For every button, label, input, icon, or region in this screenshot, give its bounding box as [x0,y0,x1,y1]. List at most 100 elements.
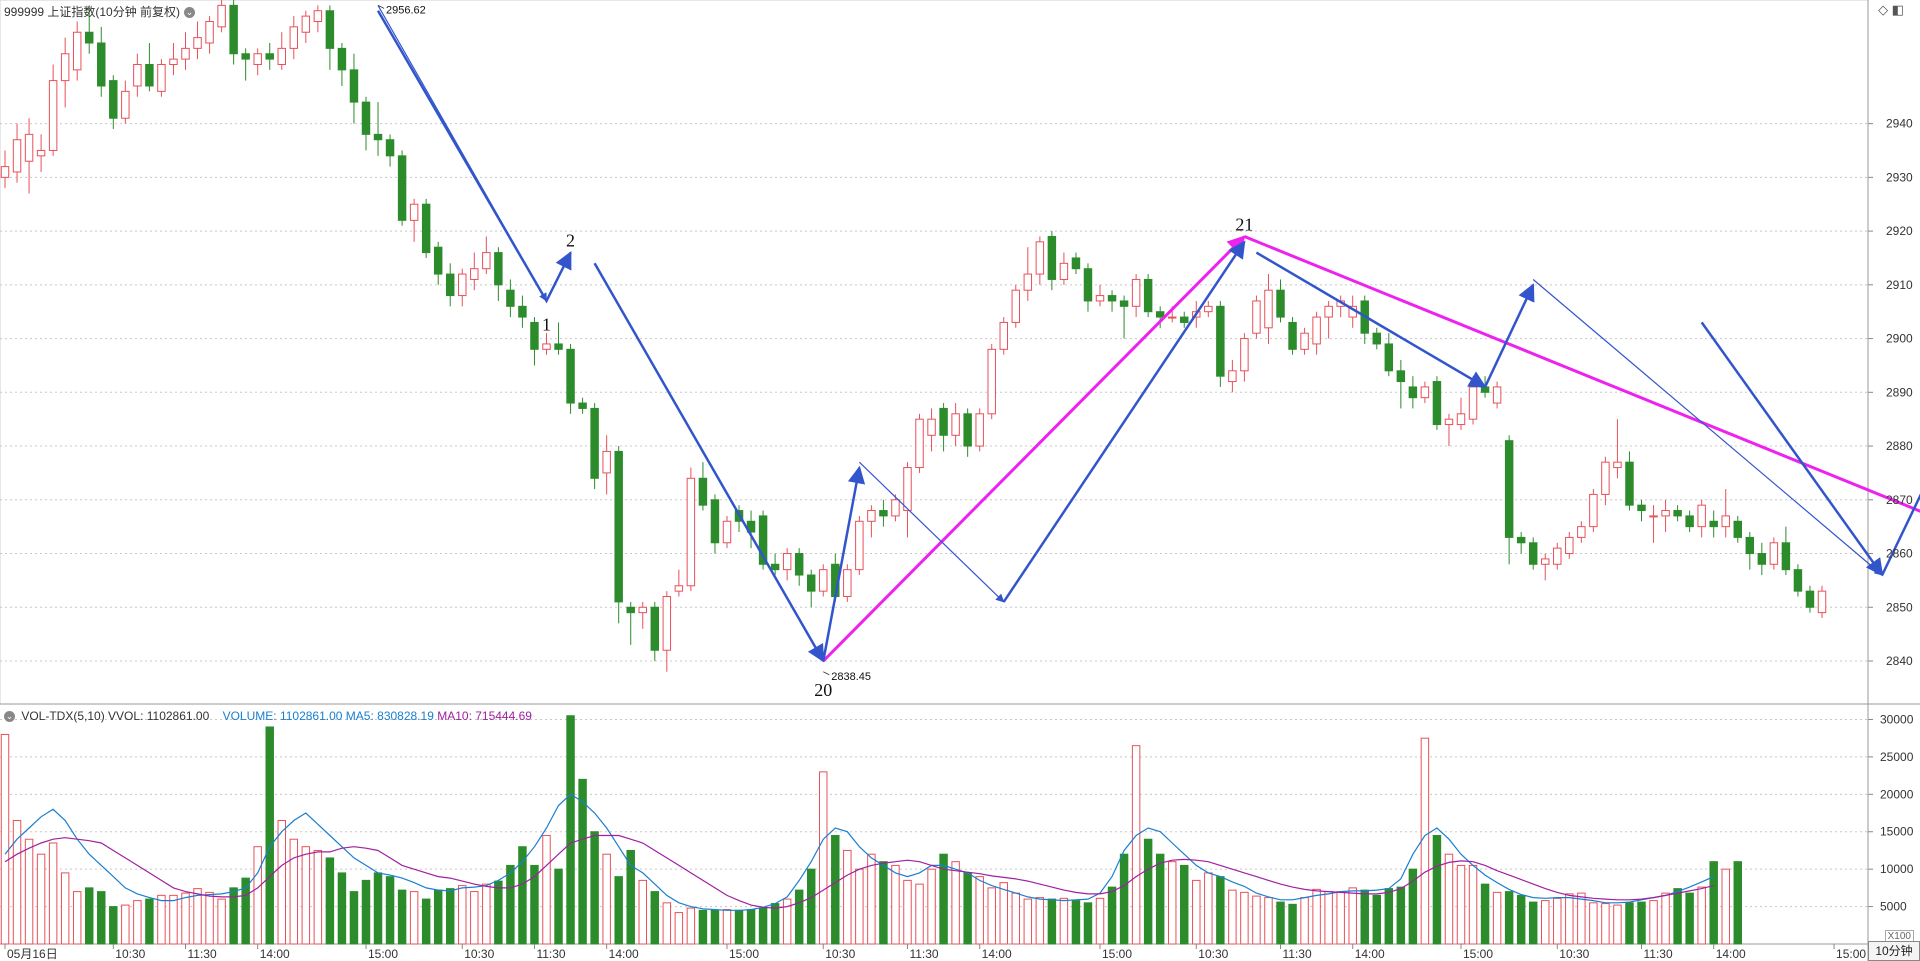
volume-bar [710,909,720,945]
volume-bar [1035,897,1045,945]
volume-tick-label: 10000 [1880,862,1914,876]
volume-bar [867,853,876,945]
candle-body [1697,504,1706,528]
time-tick-label: 10:30 [1198,947,1228,961]
volume-bar [590,831,599,945]
candle-body [1541,558,1550,565]
candle-body [60,53,70,82]
volume-bar [1384,888,1394,945]
volume-bar [1661,892,1670,945]
candle-body [686,477,696,587]
candle-body [939,407,948,436]
candle-body [1685,515,1694,528]
candle-body [494,252,503,286]
candle-body [109,80,118,119]
volume-bar [1697,886,1706,945]
volume-bar [999,882,1008,945]
candle-body [554,343,563,350]
volume-bar [36,853,46,945]
volume-bar [361,879,371,945]
volume-bar [554,868,563,945]
volume-bar [758,907,768,945]
time-tick-label: 14:00 [1355,947,1385,961]
candle-body [36,149,46,157]
volume-bar [1372,894,1382,945]
candle-body [638,606,647,614]
time-tick-label: 15:00 [1463,947,1493,961]
period-selector-button[interactable]: 10分钟 [1868,941,1920,961]
time-tick-label: 15:00 [1102,947,1132,961]
diamond-icon[interactable]: ◇ [1878,2,1889,17]
volume-bar [482,883,491,945]
candle-body [999,321,1008,350]
candle-body [758,515,768,565]
volume-bar [1468,864,1478,945]
candle-body [1649,515,1658,518]
candle-body [12,139,22,173]
wave-lines [376,5,1920,663]
candle-body [445,273,455,297]
candle-body [1613,461,1622,469]
candle-body [97,42,106,87]
volume-bar [951,861,960,945]
volume-bar [349,891,359,945]
volume-bar [806,868,816,945]
candle-body [1300,332,1309,350]
candle-body [1023,273,1033,291]
candle-body [482,252,491,270]
chart-title[interactable]: 999999 上证指数(10分钟 前复权) ⌄ [4,3,196,20]
candle-body [1553,547,1562,565]
price-tick-label: 2900 [1886,332,1913,346]
candle-body [1071,257,1081,270]
time-tick-label: 14:00 [609,947,639,961]
volume-bar [819,771,828,945]
volume-axis: 30000 25000 20000 15000 10000 5000 [1868,712,1914,914]
wave-label: 0 [374,0,383,3]
candle-body [1276,289,1285,318]
volume-bar [614,876,623,945]
volume-bar [241,877,250,945]
candle-body [819,569,828,592]
candle-body [421,203,431,254]
volume-bar [1408,868,1418,945]
volume-bar [1131,745,1141,945]
volume-indicator-header[interactable]: ⌄ VOL-TDX(5,10) VVOL: 1102861.00 VOLUME:… [4,709,532,723]
volume-bar [1192,879,1201,945]
candle-body [1228,370,1237,383]
wave-blue-thick [1881,493,1920,576]
candle-body [397,155,407,221]
volume-bar [193,888,202,945]
indicator-menu-icon[interactable]: ⌄ [4,711,15,723]
top-right-icons[interactable]: ◇ ◧ [1878,2,1904,18]
price-label-leader [823,671,830,676]
volume-bar [1011,892,1021,945]
price-label-leader [377,5,385,9]
panel-toggle-icon[interactable]: ◧ [1891,2,1904,17]
candle-body [915,418,924,469]
volume-bar [1071,900,1081,945]
volume-bar [1107,886,1117,945]
volume-bar [60,872,70,945]
candle-body [1180,316,1189,323]
volume-bar [1300,897,1309,945]
volume-bar [1288,903,1297,945]
volume-bar [1480,883,1490,945]
time-tick-label: 14:00 [982,947,1012,961]
volume-bar [1348,887,1357,945]
volume-bar [1565,893,1574,945]
chevron-down-icon[interactable]: ⌄ [184,7,196,19]
volume-bar [1119,853,1129,945]
candle-body [337,47,347,71]
candle-body [229,4,238,55]
candle-body [253,53,262,65]
volume-bar [1095,897,1105,945]
candle-body [0,166,10,178]
volume-bar [1601,903,1610,945]
candle-body [1601,461,1610,495]
candle-body [277,47,286,65]
volume-bar [855,868,864,945]
candle-body [698,477,708,506]
volume-bar [782,898,792,945]
price-tick-label: 2880 [1886,439,1913,453]
